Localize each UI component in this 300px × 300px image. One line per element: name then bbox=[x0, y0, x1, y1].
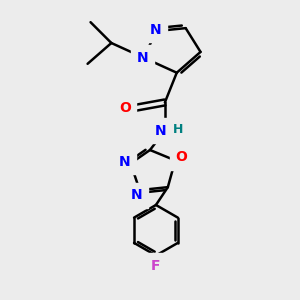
Text: F: F bbox=[151, 259, 161, 273]
Text: H: H bbox=[173, 123, 183, 136]
Text: N: N bbox=[154, 124, 166, 138]
Text: O: O bbox=[119, 101, 131, 116]
Text: N: N bbox=[131, 188, 142, 203]
Text: O: O bbox=[175, 150, 187, 164]
Text: N: N bbox=[119, 155, 130, 169]
Text: N: N bbox=[150, 22, 162, 37]
Text: N: N bbox=[137, 51, 148, 65]
